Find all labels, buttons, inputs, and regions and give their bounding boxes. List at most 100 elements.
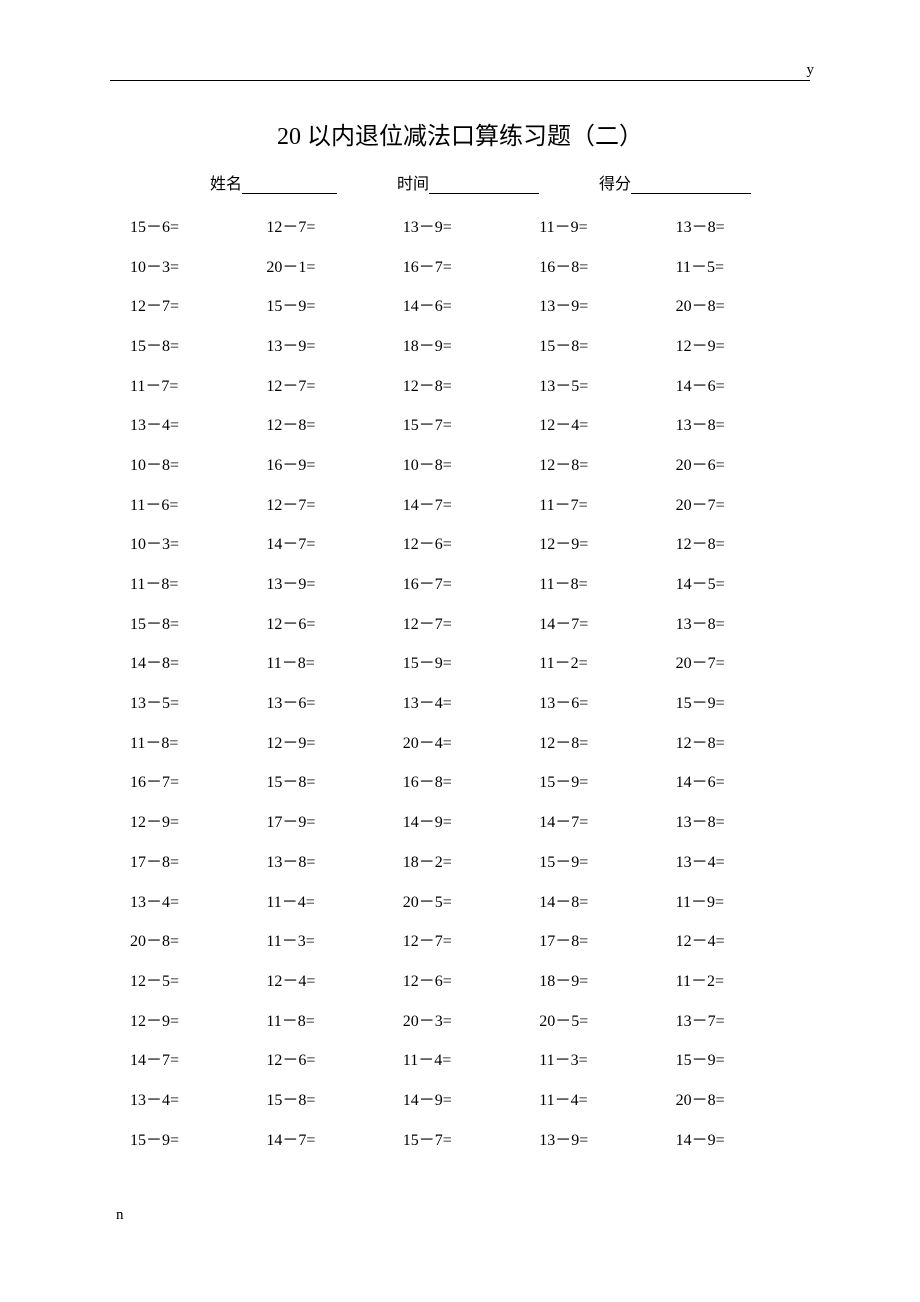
problem-cell: 11－8= [266,1007,402,1031]
problem-cell: 13－9= [539,1126,675,1150]
problem-cell: 14－7= [403,491,539,515]
problem-cell: 13－4= [130,888,266,912]
problem-cell: 15－9= [676,689,812,713]
problem-cell: 18－9= [403,332,539,356]
problem-cell: 15－9= [266,292,402,316]
problem-cell: 13－4= [676,848,812,872]
problem-cell: 12－9= [676,332,812,356]
problem-cell: 12－8= [676,729,812,753]
problem-cell: 15－9= [539,768,675,792]
problem-row: 13－4=12－8=15－7=12－4=13－8= [130,403,812,443]
problem-cell: 13－8= [676,411,812,435]
problem-cell: 20－8= [676,292,812,316]
problem-cell: 11－9= [676,888,812,912]
problem-cell: 16－7= [130,768,266,792]
problem-cell: 10－8= [130,451,266,475]
problem-cell: 14－7= [266,530,402,554]
problem-cell: 12－6= [403,967,539,991]
problem-row: 15－9=14－7=15－7=13－9=14－9= [130,1118,812,1158]
problem-cell: 13－6= [539,689,675,713]
problem-cell: 16－7= [403,253,539,277]
problem-row: 11－7=12－7=12－8=13－5=14－6= [130,364,812,404]
problem-cell: 15－9= [403,649,539,673]
problem-cell: 11－8= [266,649,402,673]
problem-cell: 12－9= [130,808,266,832]
problem-cell: 13－4= [130,1086,266,1110]
problem-cell: 12－7= [403,927,539,951]
page-title: 20 以内退位减法口算练习题（二） [0,116,920,151]
field-score-line [631,176,751,194]
problem-row: 17－8=13－8=18－2=15－9=13－4= [130,840,812,880]
problem-cell: 15－9= [539,848,675,872]
problem-cell: 12－7= [266,372,402,396]
top-rule [110,80,810,81]
problem-cell: 14－7= [266,1126,402,1150]
problem-cell: 20－4= [403,729,539,753]
problem-cell: 20－7= [676,649,812,673]
problem-cell: 13－8= [676,610,812,634]
problem-cell: 20－7= [676,491,812,515]
problem-cell: 20－3= [403,1007,539,1031]
problem-cell: 14－6= [403,292,539,316]
problem-cell: 12－9= [266,729,402,753]
problem-cell: 11－8= [539,570,675,594]
problem-cell: 16－8= [539,253,675,277]
problem-row: 20－8=11－3=12－7=17－8=12－4= [130,919,812,959]
problem-cell: 12－8= [539,451,675,475]
problem-cell: 11－2= [676,967,812,991]
problem-cell: 12－4= [676,927,812,951]
field-name-line [242,176,337,194]
problem-cell: 14－8= [539,888,675,912]
problem-cell: 14－6= [676,372,812,396]
problem-cell: 20－5= [539,1007,675,1031]
problem-row: 11－8=13－9=16－7=11－8=14－5= [130,562,812,602]
problem-cell: 15－8= [266,1086,402,1110]
problem-cell: 12－9= [539,530,675,554]
problem-cell: 11－4= [403,1046,539,1070]
field-time-line [429,176,539,194]
problem-cell: 14－8= [130,649,266,673]
problem-cell: 20－8= [130,927,266,951]
problem-cell: 12－4= [539,411,675,435]
field-time-label: 时间 [397,170,429,194]
problem-cell: 11－7= [130,372,266,396]
problem-cell: 10－3= [130,253,266,277]
problem-cell: 13－9= [403,213,539,237]
problem-cell: 14－7= [539,808,675,832]
problem-cell: 13－5= [130,689,266,713]
problem-cell: 12－8= [676,530,812,554]
problem-cell: 14－5= [676,570,812,594]
problem-cell: 11－4= [539,1086,675,1110]
problem-cell: 13－8= [676,213,812,237]
problem-cell: 13－9= [266,332,402,356]
field-name: 姓名 [210,170,337,194]
problem-cell: 13－9= [266,570,402,594]
problem-cell: 17－8= [130,848,266,872]
problem-row: 11－6=12－7=14－7=11－7=20－7= [130,483,812,523]
field-name-label: 姓名 [210,170,242,194]
problem-cell: 11－2= [539,649,675,673]
problem-cell: 11－5= [676,253,812,277]
problem-cell: 15－9= [130,1126,266,1150]
problem-cell: 11－8= [130,729,266,753]
problem-row: 16－7=15－8=16－8=15－9=14－6= [130,761,812,801]
problem-row: 14－7=12－6=11－4=11－3=15－9= [130,1038,812,1078]
problem-cell: 15－8= [130,610,266,634]
problem-cell: 14－7= [130,1046,266,1070]
problem-cell: 18－9= [539,967,675,991]
problem-cell: 11－8= [130,570,266,594]
problem-row: 11－8=12－9=20－4=12－8=12－8= [130,721,812,761]
problem-cell: 15－6= [130,213,266,237]
problem-row: 13－5=13－6=13－4=13－6=15－9= [130,681,812,721]
problem-cell: 15－7= [403,411,539,435]
problem-cell: 11－3= [266,927,402,951]
problem-row: 12－9=17－9=14－9=14－7=13－8= [130,800,812,840]
problem-cell: 11－9= [539,213,675,237]
problem-cell: 12－6= [266,1046,402,1070]
problems-grid: 15－6=12－7=13－9=11－9=13－8=10－3=20－1=16－7=… [130,205,812,1158]
field-time: 时间 [397,170,539,194]
problem-row: 15－6=12－7=13－9=11－9=13－8= [130,205,812,245]
header-fields: 姓名 时间 得分 [210,170,812,194]
problem-cell: 16－8= [403,768,539,792]
problem-cell: 13－5= [539,372,675,396]
